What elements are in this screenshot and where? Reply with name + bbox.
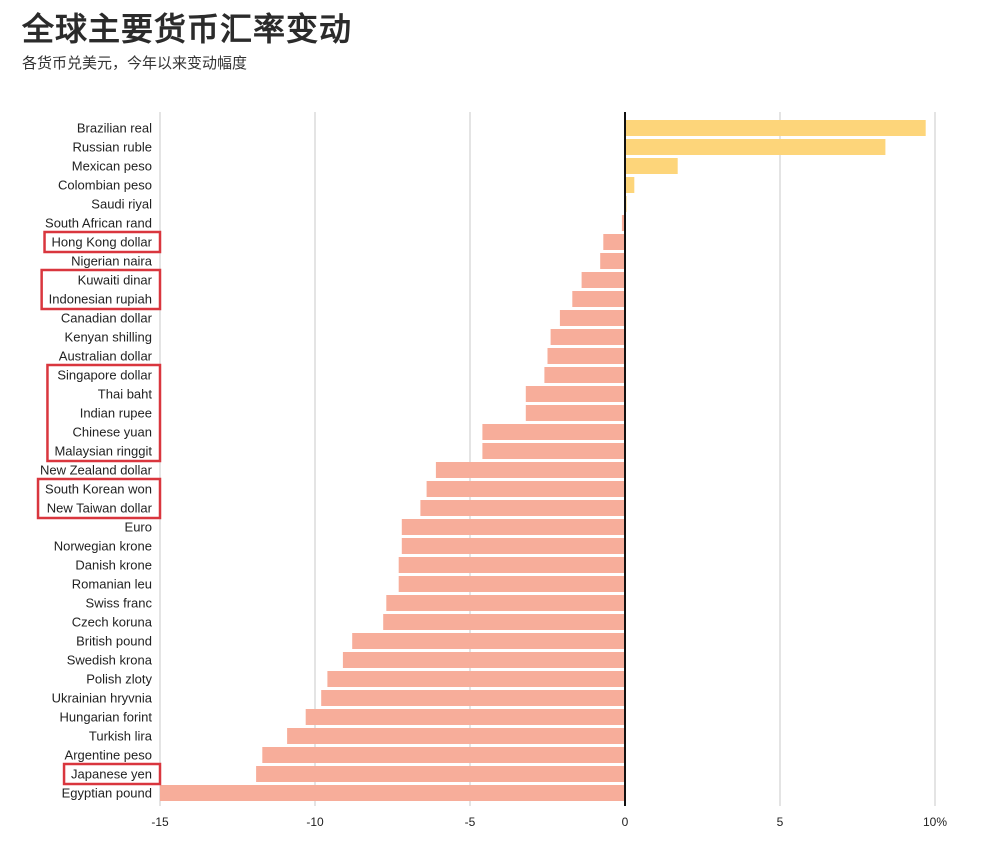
bar <box>482 443 625 459</box>
bar <box>256 766 625 782</box>
bar <box>544 367 625 383</box>
bar <box>386 595 625 611</box>
bar <box>550 329 625 345</box>
category-label: Singapore dollar <box>57 368 152 383</box>
bar <box>420 500 625 516</box>
category-label: Chinese yuan <box>73 425 153 440</box>
category-label: Indonesian rupiah <box>49 292 152 307</box>
bar <box>287 728 625 744</box>
category-label: South Korean won <box>45 482 152 497</box>
bar <box>625 139 886 155</box>
category-label: New Zealand dollar <box>40 463 153 478</box>
category-label: Ukrainian hryvnia <box>52 691 153 706</box>
chart-title: 全球主要货币汇率变动 <box>22 10 353 48</box>
bar <box>327 671 625 687</box>
highlight-box <box>36 477 162 520</box>
category-label: Czech koruna <box>72 615 153 630</box>
category-label: British pound <box>76 634 152 649</box>
bar <box>262 747 625 763</box>
category-label: Indian rupee <box>80 406 152 421</box>
bars <box>160 120 926 801</box>
category-label: Colombian peso <box>58 178 152 193</box>
category-label: Kenyan shilling <box>65 330 152 345</box>
bar <box>600 253 625 269</box>
x-tick-label: 5 <box>777 815 784 829</box>
category-label: Hong Kong dollar <box>52 235 153 250</box>
bar <box>525 405 625 421</box>
x-tick-label: -10 <box>306 815 324 829</box>
category-label: Nigerian naira <box>71 254 153 269</box>
bar <box>401 538 625 554</box>
category-label: Polish zloty <box>86 672 152 687</box>
category-label: Japanese yen <box>71 767 152 782</box>
bar <box>572 291 625 307</box>
category-label: Kuwaiti dinar <box>78 273 153 288</box>
bar <box>603 234 625 250</box>
bar <box>625 158 678 174</box>
bar <box>621 215 625 231</box>
category-label: Norwegian krone <box>54 539 152 554</box>
bar <box>160 785 625 801</box>
bar <box>342 652 625 668</box>
category-label: Australian dollar <box>59 349 153 364</box>
bar <box>398 576 625 592</box>
category-label: Mexican peso <box>72 159 152 174</box>
category-label: Egyptian pound <box>62 786 152 801</box>
category-label: Hungarian forint <box>60 710 153 725</box>
category-label: Euro <box>125 520 152 535</box>
bar <box>625 177 635 193</box>
bar <box>482 424 625 440</box>
highlight-boxes <box>36 230 162 786</box>
bar <box>383 614 625 630</box>
x-tick-label: -5 <box>465 815 476 829</box>
chart-subtitle: 各货币兑美元，今年以来变动幅度 <box>22 54 248 72</box>
category-label: Thai baht <box>98 387 153 402</box>
category-label: Danish krone <box>75 558 152 573</box>
category-label: New Taiwan dollar <box>47 501 153 516</box>
category-label: Brazilian real <box>77 121 152 136</box>
category-label: Turkish lira <box>89 729 153 744</box>
category-label: Malaysian ringgit <box>54 444 152 459</box>
category-labels: Brazilian real Russian ruble Mexican peso C… <box>40 121 153 801</box>
category-label: Romanian leu <box>72 577 152 592</box>
bar <box>305 709 625 725</box>
bar <box>321 690 625 706</box>
bar <box>352 633 625 649</box>
bar <box>547 348 625 364</box>
x-tick-labels: -15 -10 -5 0 5 10% <box>151 815 947 829</box>
bar <box>401 519 625 535</box>
highlight-box <box>62 762 162 786</box>
bar <box>435 462 625 478</box>
category-label: Canadian dollar <box>61 311 153 326</box>
bar <box>426 481 625 497</box>
x-tick-label: 0 <box>622 815 629 829</box>
highlight-box <box>43 230 162 254</box>
bar <box>398 557 625 573</box>
bar <box>625 120 926 136</box>
category-label: Swiss franc <box>86 596 153 611</box>
highlight-box <box>46 363 162 463</box>
category-label: South African rand <box>45 216 152 231</box>
category-label: Argentine peso <box>65 748 152 763</box>
bar <box>581 272 625 288</box>
highlight-box <box>40 268 162 311</box>
category-label: Saudi riyal <box>91 197 152 212</box>
bar <box>559 310 625 326</box>
x-tick-label: 10% <box>923 815 947 829</box>
category-label: Swedish krona <box>67 653 153 668</box>
bar <box>525 386 625 402</box>
category-label: Russian ruble <box>73 140 153 155</box>
x-tick-label: -15 <box>151 815 169 829</box>
